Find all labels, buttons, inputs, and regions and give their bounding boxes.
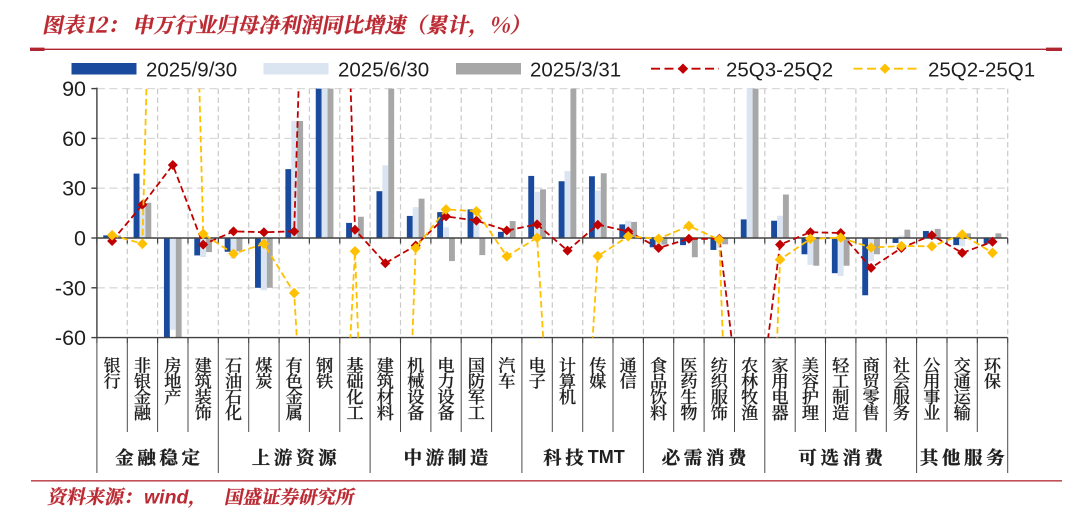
svg-text:2025/9/30: 2025/9/30	[146, 59, 237, 82]
svg-text:90: 90	[62, 77, 86, 101]
svg-text:TMT: TMT	[588, 447, 625, 467]
svg-text:60: 60	[62, 127, 86, 151]
svg-text:2025/6/30: 2025/6/30	[338, 59, 429, 82]
svg-text:25Q3-25Q2: 25Q3-25Q2	[726, 59, 833, 82]
svg-text:2025/3/31: 2025/3/31	[530, 59, 621, 82]
svg-text:-60: -60	[55, 326, 86, 350]
svg-text:wind: wind	[144, 487, 189, 509]
svg-text:30: 30	[62, 177, 86, 201]
svg-text:-30: -30	[55, 276, 86, 300]
svg-text:25Q2-25Q1: 25Q2-25Q1	[928, 59, 1035, 82]
svg-text:0: 0	[74, 227, 86, 251]
